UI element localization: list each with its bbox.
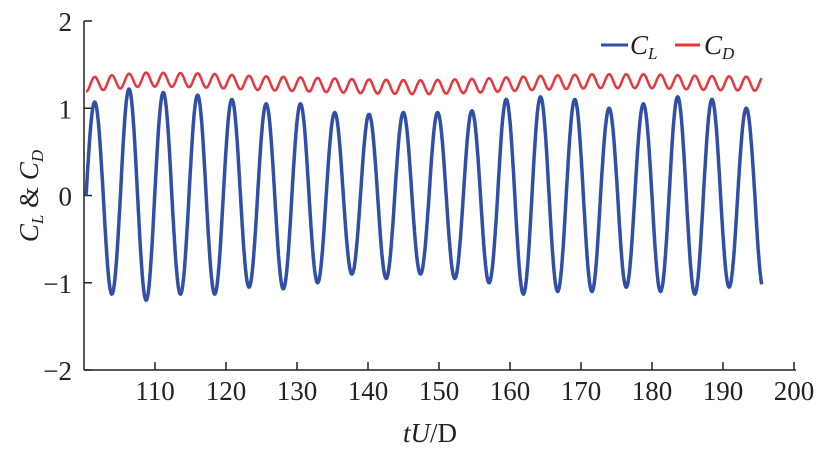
x-tick-label: 200: [774, 376, 815, 406]
y-tick-label: 2: [59, 7, 73, 37]
x-tick-label: 110: [135, 376, 175, 406]
legend-label-cd: CD: [704, 30, 735, 63]
legend: CL CD: [601, 30, 735, 63]
x-tick-label: 170: [561, 376, 602, 406]
x-tick-label: 130: [277, 376, 318, 406]
series-cl-line: [84, 87, 764, 303]
axes: −2 −1 0 1 2 110 120 130 140 150 160 170 180 190 200: [43, 7, 814, 406]
x-tick-label: 180: [632, 376, 673, 406]
x-tick-label: 120: [206, 376, 247, 406]
x-tick-label: 160: [490, 376, 531, 406]
series-cd-line: [85, 71, 763, 96]
x-tick-label: 190: [703, 376, 744, 406]
x-axis-label: tU/D: [403, 418, 457, 448]
x-tick-label: 150: [419, 376, 460, 406]
legend-label-cl: CL: [630, 30, 657, 63]
y-tick-label: 0: [59, 182, 73, 212]
y-tick-label: −1: [43, 269, 72, 299]
y-axis-label: CL & CD: [14, 149, 47, 242]
x-tick-label: 140: [348, 376, 389, 406]
y-tick-label: −2: [43, 356, 72, 386]
y-tick-label: 1: [59, 94, 73, 124]
curves: [84, 71, 764, 303]
